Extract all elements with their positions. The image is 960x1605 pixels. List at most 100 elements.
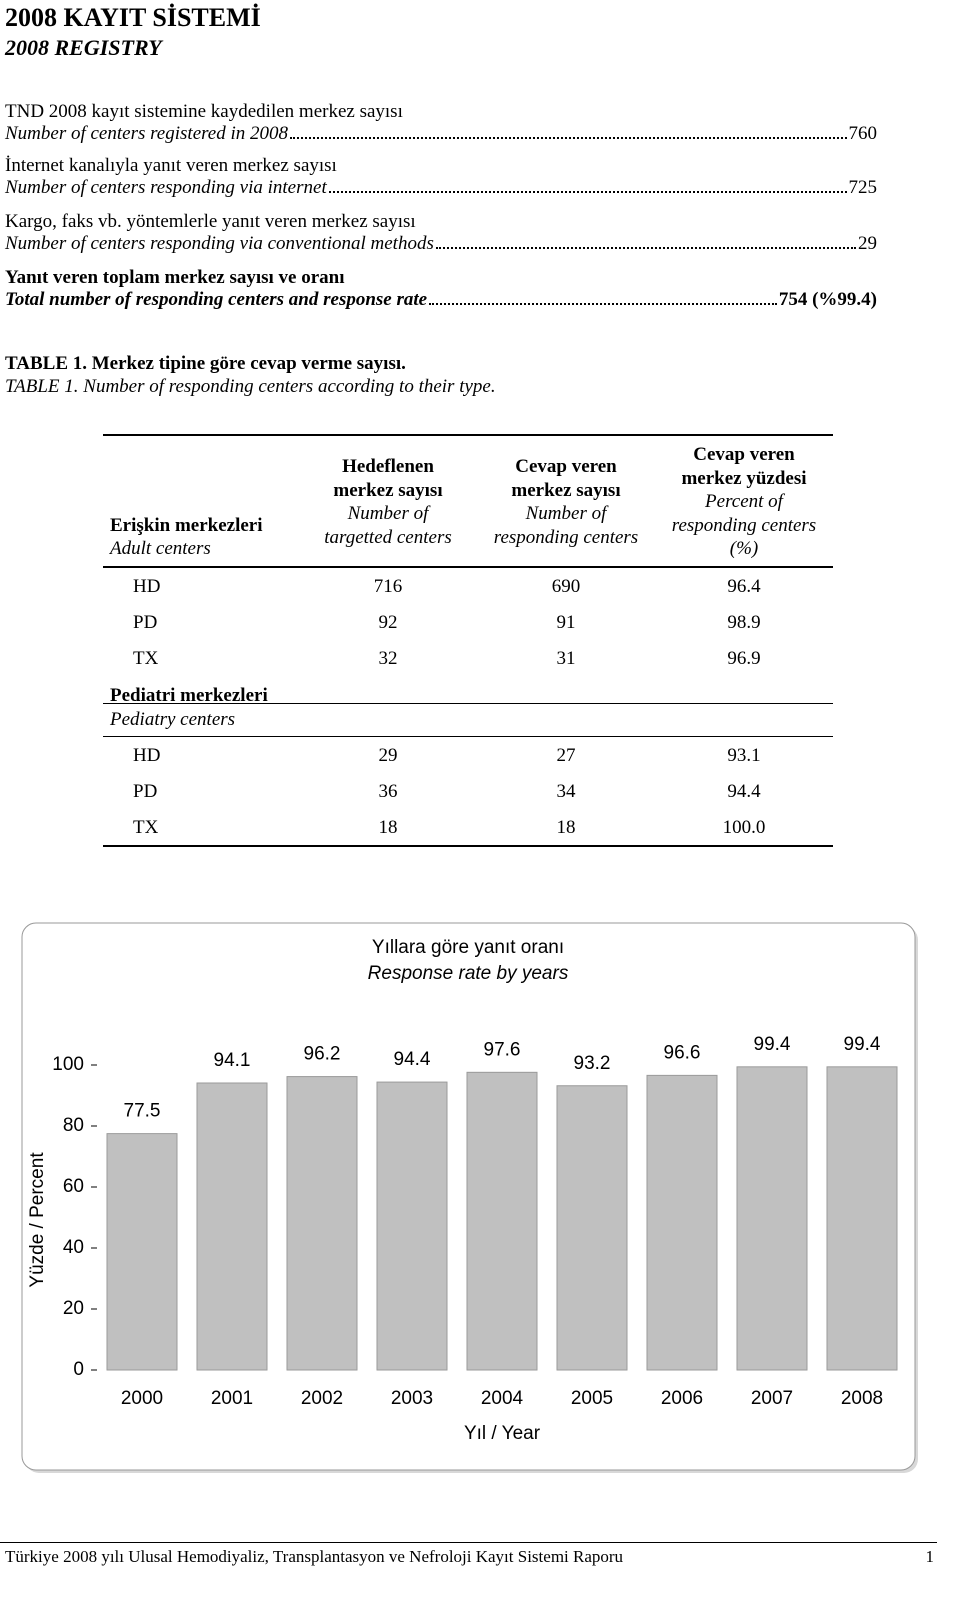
- summary-value: 725: [848, 177, 878, 198]
- cell: 93.1: [727, 745, 761, 766]
- y-tick-label: 20: [63, 1298, 84, 1319]
- bar: [106, 1133, 178, 1371]
- section-title-en: Adult centers: [110, 538, 211, 559]
- y-tick-label: 100: [52, 1054, 84, 1075]
- section-title: Pediatri merkezleri: [110, 685, 268, 706]
- cell: 27: [556, 745, 576, 766]
- x-tick-label: 2000: [121, 1388, 163, 1409]
- summary-row: Number of centers registered in 2008 760: [5, 122, 877, 145]
- footer-rule: [0, 1542, 937, 1543]
- column-header: Cevap veren merkez yüzdesi Percent of respo…: [644, 440, 844, 564]
- bar: [376, 1081, 448, 1371]
- column-header-tr: merkez sayısı: [511, 479, 621, 501]
- column-header-en: responding centers: [493, 526, 639, 548]
- column-header-en: Number of: [347, 503, 429, 524]
- cell: 92: [378, 612, 398, 633]
- summary-value: 754 (%99.4): [778, 289, 877, 310]
- rule: [103, 566, 833, 568]
- rule: [103, 434, 833, 436]
- value-label: 96.6: [664, 1042, 701, 1063]
- summary-label-en: Number of centers responding via convent…: [5, 233, 434, 254]
- x-tick-label: 2005: [571, 1388, 613, 1409]
- y-axis-label: Yüzde / Percent: [27, 1152, 48, 1288]
- cell: 91: [556, 612, 576, 633]
- column-header: Hedeflenen merkez sayısı Number of targette…: [288, 440, 488, 564]
- section-title-en: Pediatry centers: [110, 709, 236, 730]
- summary-value: 29: [858, 233, 877, 254]
- column-header-tr: Hedeflenen: [342, 456, 434, 477]
- cell: 100.0: [722, 817, 766, 838]
- value-label: 77.5: [124, 1101, 161, 1122]
- footer-text: Türkiye 2008 yılı Ulusal Hemodiyaliz, Tr…: [5, 1547, 624, 1566]
- y-tick-label: 40: [63, 1237, 84, 1258]
- row-label: PD: [133, 612, 158, 633]
- summary-value: 760: [848, 123, 878, 144]
- summary-label: Kargo, faks vb. yöntemlerle yanıt veren …: [5, 211, 416, 232]
- summary-label: Yanıt veren toplam merkez sayısı ve oran…: [5, 267, 345, 288]
- bar: [826, 1066, 898, 1371]
- table-caption-en: TABLE 1. Number of responding centers ac…: [5, 376, 496, 397]
- column-header-en: Number of: [525, 503, 607, 524]
- table-caption: TABLE 1. Merkez tipine göre cevap verme …: [5, 353, 406, 374]
- chart-subtitle: Response rate by years: [368, 963, 569, 984]
- summary-label-en: Number of centers registered in 2008: [5, 123, 289, 144]
- y-tick-label: 80: [63, 1115, 84, 1136]
- column-header-en: responding centers: [671, 514, 817, 536]
- title: 2008 KAYIT SİSTEMİ: [5, 3, 261, 32]
- cell: 18: [556, 817, 576, 838]
- leader: [429, 303, 777, 305]
- summary-label-en: Number of centers responding via interne…: [5, 177, 327, 198]
- value-label: 94.4: [394, 1049, 431, 1070]
- bar: [556, 1085, 628, 1371]
- bar: [646, 1074, 718, 1371]
- value-label: 99.4: [754, 1034, 791, 1055]
- x-tick-label: 2003: [391, 1388, 433, 1409]
- column-header: Cevap veren merkez sayısı Number of respond…: [466, 440, 666, 564]
- cell: 34: [556, 781, 576, 802]
- cell: 96.9: [727, 648, 761, 669]
- row-label: TX: [133, 817, 159, 838]
- rule: [103, 736, 833, 737]
- bar: [736, 1066, 808, 1371]
- summary-label-en: Total number of responding centers and r…: [5, 289, 428, 310]
- cell: 31: [556, 648, 576, 669]
- value-label: 96.2: [304, 1044, 341, 1065]
- row-label: TX: [133, 648, 159, 669]
- column-header-en: (%): [729, 538, 759, 560]
- cell: 96.4: [727, 576, 761, 597]
- summary-row: Total number of responding centers and r…: [5, 288, 877, 311]
- section-title: Erişkin merkezleri: [110, 515, 263, 536]
- row-label: HD: [133, 745, 161, 766]
- column-header-tr: merkez sayısı: [333, 479, 443, 501]
- row-label: HD: [133, 576, 161, 597]
- value-label: 97.6: [484, 1039, 521, 1060]
- leader: [435, 247, 856, 249]
- leader: [328, 191, 847, 193]
- cell: 32: [378, 648, 398, 669]
- cell: 36: [378, 781, 398, 802]
- row-label: PD: [133, 781, 158, 802]
- cell: 94.4: [727, 781, 761, 802]
- column-header-tr: Cevap veren: [515, 456, 617, 477]
- bar: [466, 1071, 538, 1371]
- x-tick-label: 2004: [481, 1388, 524, 1409]
- rule: [103, 703, 833, 704]
- x-axis-label: Yıl / Year: [464, 1423, 541, 1444]
- summary-row: Number of centers responding via convent…: [5, 232, 877, 255]
- column-header-en: Percent of: [705, 491, 783, 513]
- cell: 18: [378, 817, 398, 838]
- cell: 690: [551, 576, 581, 597]
- y-tick-label: 60: [63, 1176, 84, 1197]
- bar: [196, 1082, 268, 1371]
- x-tick-label: 2002: [301, 1388, 343, 1409]
- x-tick-label: 2001: [211, 1388, 253, 1409]
- cell: 98.9: [727, 612, 761, 633]
- x-tick-label: 2006: [661, 1388, 703, 1409]
- x-tick-label: 2007: [751, 1388, 793, 1409]
- cell: 29: [378, 745, 398, 766]
- chart: Yıllara göre yanıt oranı Response rate b…: [21, 922, 918, 1473]
- rule: [103, 845, 833, 847]
- summary-row: Number of centers responding via interne…: [5, 176, 877, 199]
- column-header-tr: Cevap veren: [693, 444, 795, 466]
